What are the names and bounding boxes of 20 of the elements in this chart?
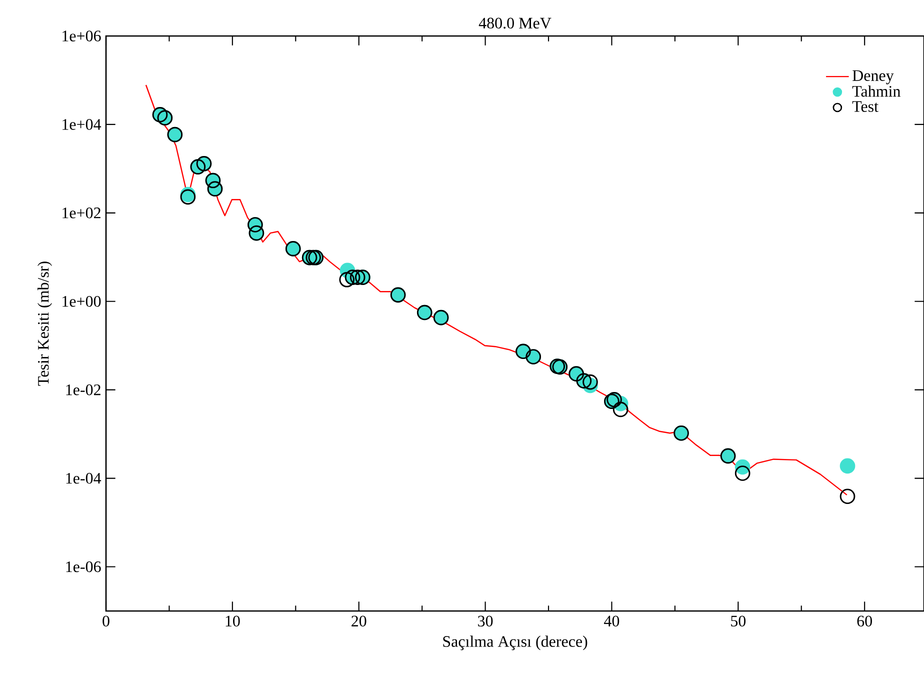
x-axis-title: Saçılma Açısı (derece) (443, 636, 588, 650)
x-tick-label: 20 (352, 616, 366, 626)
y-tick-label: 1e+04 (62, 119, 102, 130)
x-tick-label: 10 (226, 616, 240, 626)
y-axis-title: Tesir Kesiti (mb/sr) (38, 262, 52, 386)
y-tick-label: 1e-02 (66, 384, 100, 396)
x-tick-label: 40 (604, 616, 620, 626)
x-tick-label: 60 (857, 616, 872, 626)
x-tick-label: 50 (731, 616, 746, 626)
legend-label: Deney (852, 70, 894, 84)
y-tick-label: 1e-04 (66, 472, 102, 484)
y-tick-label: 1e+06 (62, 30, 101, 42)
y-tick-label: 1e+00 (62, 296, 101, 307)
legend-label: Test (852, 101, 878, 112)
chart-title: 480.0 MeV (478, 18, 552, 29)
legend-label: Tahmin (852, 85, 900, 97)
y-tick-label: 1e+02 (62, 208, 100, 218)
y-tick-label: 1e-06 (66, 561, 101, 572)
x-tick-label: 0 (102, 616, 110, 626)
x-tick-label: 30 (478, 616, 493, 626)
